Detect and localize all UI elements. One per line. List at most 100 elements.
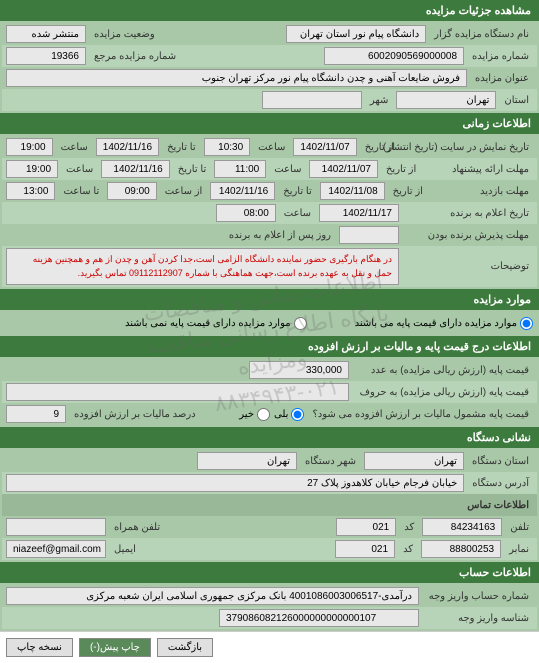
radio-no-base-input[interactable] (294, 317, 307, 330)
v-winner-t: 08:00 (216, 204, 276, 222)
l-winner-t: ساعت (280, 208, 315, 219)
value-acct: درآمدی-4001086003006517 بانک مرکزی جمهور… (6, 587, 419, 605)
value-vat-pct: 9 (6, 405, 66, 423)
l-t2b: ساعت (62, 164, 97, 175)
radio-vat-no[interactable]: خیر (239, 408, 270, 421)
value-mobile (6, 518, 106, 536)
radio-vat-no-label: خیر (239, 409, 254, 420)
label-display: تاریخ نمایش در سایت (تاریخ انتشار) (403, 142, 533, 153)
section-addr-body: استان دستگاه تهران شهر دستگاه تهران آدرس… (0, 448, 539, 562)
label-deadline: مهلت ارائه پیشنهاد (424, 164, 533, 175)
v-tt3: 13:00 (6, 182, 55, 200)
value-org: دانشگاه پیام نور استان تهران (286, 25, 426, 43)
footer: بازگشت چاپ پیش(-) نسخه چاپ (0, 631, 539, 663)
v-t2a: 11:00 (214, 160, 266, 178)
value-city (262, 91, 362, 109)
label-vat-q: قیمت پایه مشمول مالیات بر ارزش افزوده می… (308, 409, 533, 420)
print-preview-button[interactable]: چاپ پیش(-) (79, 638, 151, 657)
value-aprov: تهران (364, 452, 464, 470)
value-desc: در هنگام بارگیری حضور نماینده دانشگاه ال… (6, 248, 399, 285)
label-city: شهر (366, 95, 393, 106)
radio-has-base-input[interactable] (520, 317, 533, 330)
label-fax: نمابر (505, 544, 533, 555)
radio-vat-yes[interactable]: بلی (274, 408, 304, 421)
value-price-num: 330,000 (249, 361, 349, 379)
value-price-txt (6, 383, 349, 401)
section-items-body: موارد مزایده دارای قیمت پایه می باشند مو… (0, 310, 539, 336)
l-tt3: تا ساعت (59, 186, 103, 197)
value-code2: 021 (335, 540, 395, 558)
v-from3: 1402/11/08 (320, 182, 385, 200)
l-ft3: از ساعت (161, 186, 207, 197)
l-to1: تا تاریخ (163, 142, 200, 153)
label-code2: کد (399, 544, 417, 555)
label-acity: شهر دستگاه (301, 456, 360, 467)
section-price-body: قیمت پایه (ارزش ریالی مزایده) به عدد 330… (0, 357, 539, 427)
label-status: وضعیت مزایده (90, 29, 159, 40)
value-phone: 84234163 (422, 518, 502, 536)
radio-no-base[interactable]: موارد مزایده دارای قیمت پایه نمی باشند (125, 317, 307, 330)
v-ft3: 09:00 (107, 182, 156, 200)
label-winner: تاریخ اعلام به برنده (403, 208, 533, 219)
section-items-header: موارد مزایده (0, 289, 539, 310)
value-prov: تهران (396, 91, 496, 109)
section-details-header: مشاهده جزئیات مزایده (0, 0, 539, 21)
radio-vat-yes-label: بلی (274, 409, 288, 420)
label-title: عنوان مزایده (471, 73, 533, 84)
value-addr: خیابان فرجام خیابان کلاهدوز پلاک 27 (6, 474, 464, 492)
section-acct-body: شماره حساب واریز وجه درآمدی-400108600300… (0, 583, 539, 631)
radio-no-base-label: موارد مزایده دارای قیمت پایه نمی باشند (125, 318, 291, 329)
label-visit: مهلت بازدید (431, 186, 533, 197)
value-acity: تهران (197, 452, 297, 470)
back-button[interactable]: بازگشت (157, 638, 213, 657)
label-aprov: استان دستگاه (468, 456, 533, 467)
radio-vat-yes-input[interactable] (291, 408, 304, 421)
l-from3: از تاریخ (389, 186, 427, 197)
value-title: فروش ضایعات آهنی و چدن دانشگاه پیام نور … (6, 69, 467, 87)
label-phone: تلفن (506, 522, 533, 533)
section-price-header: اطلاعات درج قیمت پایه و مالیات بر ارزش ا… (0, 336, 539, 357)
radio-vat-no-input[interactable] (257, 408, 270, 421)
print-button[interactable]: نسخه چاپ (6, 638, 73, 657)
l-days: روز پس از اعلام به برنده (225, 230, 335, 241)
v-t1a: 10:30 (204, 138, 251, 156)
label-vat-pct: درصد مالیات بر ارزش افزوده (70, 409, 200, 420)
l-t2a: ساعت (270, 164, 305, 175)
label-mobile: تلفن همراه (110, 522, 164, 533)
label-ref: شماره مزایده مرجع (90, 51, 180, 62)
v-t1b: 19:00 (6, 138, 53, 156)
label-prov: استان (500, 95, 533, 106)
label-price-num: قیمت پایه (ارزش ریالی مزایده) به عدد (353, 365, 533, 376)
v-t2b: 19:00 (6, 160, 58, 178)
label-desc: توضیحات (403, 261, 533, 272)
label-acct: شماره حساب واریز وجه (423, 591, 533, 602)
label-accept: مهلت پذیرش برنده بودن (403, 230, 533, 241)
section-addr-header: نشانی دستگاه (0, 427, 539, 448)
label-org: نام دستگاه مزایده گزار (430, 29, 533, 40)
l-to3: تا تاریخ (279, 186, 316, 197)
label-price-txt: قیمت پایه (ارزش ریالی مزایده) به حروف (353, 387, 533, 398)
radio-has-base[interactable]: موارد مزایده دارای قیمت پایه می باشند (355, 317, 533, 330)
value-payid: 379086082126000000000000107 (219, 609, 419, 627)
value-code1: 021 (336, 518, 396, 536)
label-payid: شناسه واریز وجه (423, 613, 533, 624)
label-code1: کد (400, 522, 418, 533)
label-num: شماره مزایده (468, 51, 533, 62)
section-time-header: اطلاعات زمانی (0, 113, 539, 134)
l-t1a: ساعت (254, 142, 289, 153)
label-addr: آدرس دستگاه (468, 478, 533, 489)
l-t1b: ساعت (57, 142, 92, 153)
sub-contact: اطلاعات تماس (463, 500, 533, 511)
v-accept (339, 226, 399, 244)
value-num: 6002090569000008 (324, 47, 464, 65)
l-from1: از تاریخ (361, 142, 399, 153)
label-email: ایمیل (110, 544, 140, 555)
v-to3: 1402/11/16 (210, 182, 275, 200)
v-from2: 1402/11/07 (309, 160, 378, 178)
radio-has-base-label: موارد مزایده دارای قیمت پایه می باشند (355, 318, 517, 329)
value-status: منتشر شده (6, 25, 86, 43)
v-winner-d: 1402/11/17 (319, 204, 399, 222)
v-to1: 1402/11/16 (96, 138, 159, 156)
section-details-body: نام دستگاه مزایده گزار دانشگاه پیام نور … (0, 21, 539, 113)
value-fax: 88800253 (421, 540, 501, 558)
